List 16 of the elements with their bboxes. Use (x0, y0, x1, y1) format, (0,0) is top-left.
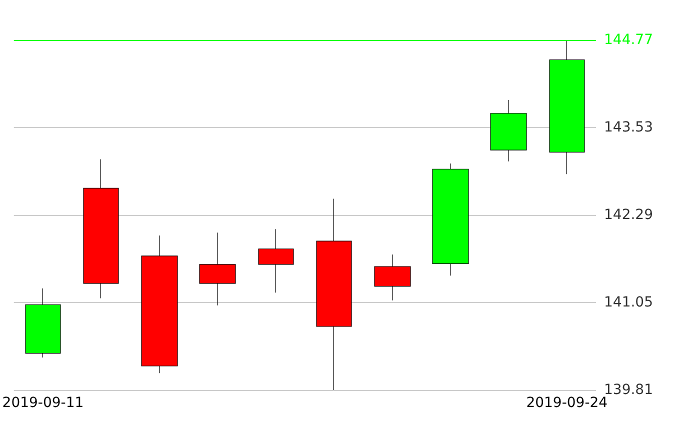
candlestick (258, 228, 294, 293)
y-tick-label: 139.81 (604, 382, 653, 398)
candlestick (374, 254, 411, 301)
candlestick (199, 232, 236, 306)
candlestick (25, 288, 61, 358)
candlestick (83, 158, 119, 299)
y-tick-label: 141.05 (604, 294, 653, 310)
x-tick-label: 2019-09-24 (526, 395, 608, 411)
y-tick-label: 143.53 (604, 120, 653, 136)
candlestick (490, 100, 527, 162)
candlestick (432, 163, 469, 276)
candlestick (316, 198, 352, 390)
y-tick-label: 142.29 (604, 207, 653, 223)
ref-line-label: 144.77 (604, 32, 653, 48)
candlestick (141, 235, 178, 374)
x-tick-label: 2019-09-11 (2, 395, 84, 411)
